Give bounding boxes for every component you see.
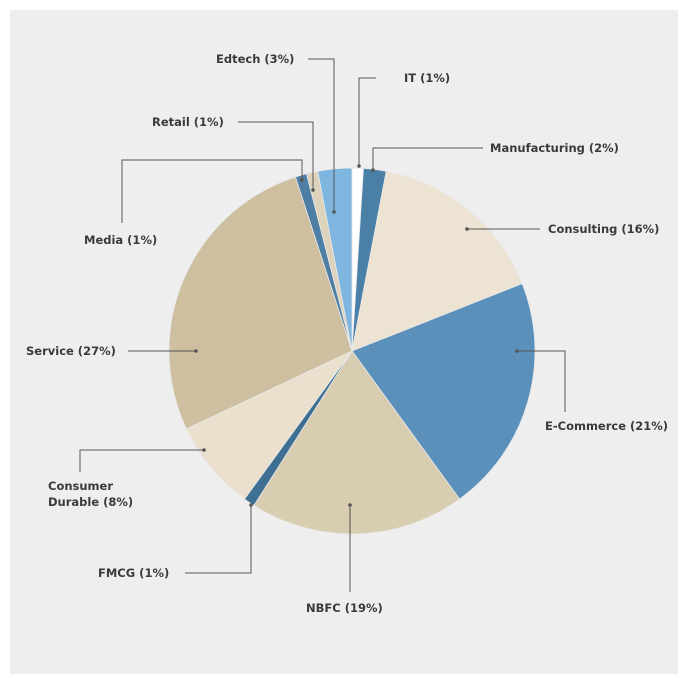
callout-media: Media (1%) xyxy=(84,159,304,247)
callout-fmcg: FMCG (1%) xyxy=(98,503,253,580)
callout-manufacturing: Manufacturing (2%) xyxy=(371,141,619,172)
pie-slice-edtech xyxy=(317,167,353,352)
callout-consulting: Consulting (16%) xyxy=(465,222,659,236)
label-it: IT (1%) xyxy=(404,71,450,85)
callout-ecommerce: E-Commerce (21%) xyxy=(515,349,668,433)
label-consulting: Consulting (16%) xyxy=(548,222,659,236)
pie-slice-e-commerce xyxy=(351,283,536,500)
callout-service: Service (27%) xyxy=(26,344,198,358)
pie-slice-service xyxy=(168,176,353,430)
label-media: Media (1%) xyxy=(84,233,157,247)
callout-edtech: Edtech (3%) xyxy=(216,52,336,214)
label-service: Service (27%) xyxy=(26,344,116,358)
callout-it: IT (1%) xyxy=(357,71,450,168)
callout-retail: Retail (1%) xyxy=(152,115,315,192)
label-nbfc: NBFC (19%) xyxy=(306,601,383,615)
label-retail: Retail (1%) xyxy=(152,115,224,129)
callout-consumer-durable: Consumer Durable (8%) xyxy=(48,448,206,509)
pie-slices xyxy=(168,167,536,535)
pie-callouts: IT (1%) Manufacturing (2%) Consulting (1… xyxy=(26,52,668,615)
label-ecommerce: E-Commerce (21%) xyxy=(545,419,668,433)
callout-nbfc: NBFC (19%) xyxy=(306,503,383,615)
label-fmcg: FMCG (1%) xyxy=(98,566,169,580)
pie-slice-consulting xyxy=(351,170,523,352)
pie-slice-nbfc xyxy=(253,350,461,535)
pie-slice-consumer-durable xyxy=(185,350,353,500)
label-manufacturing: Manufacturing (2%) xyxy=(490,141,619,155)
label-edtech: Edtech (3%) xyxy=(216,52,294,66)
label-consumer-durable: Consumer Durable (8%) xyxy=(48,479,133,509)
